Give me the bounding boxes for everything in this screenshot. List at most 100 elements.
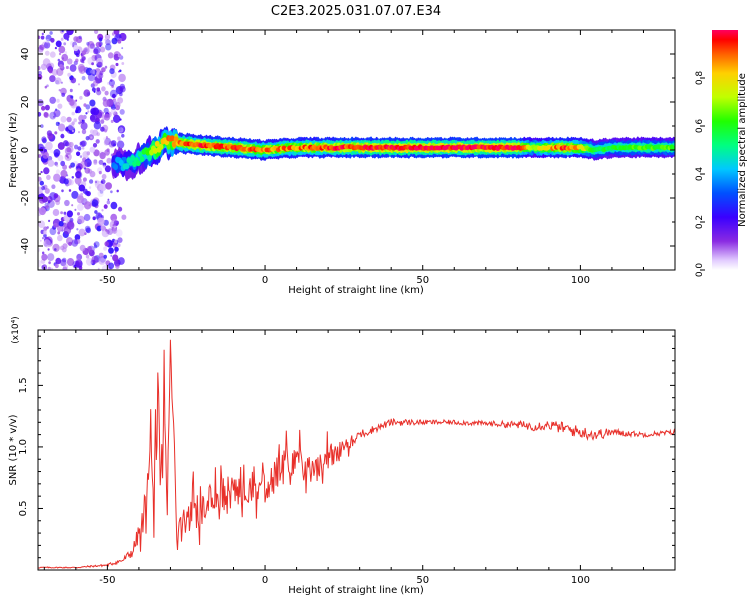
noise-speckle — [99, 70, 104, 76]
noise-speckle — [101, 67, 106, 73]
noise-speckle — [38, 66, 41, 71]
noise-speckle — [98, 159, 104, 165]
noise-speckle — [102, 164, 106, 169]
noise-speckle — [85, 254, 90, 259]
noise-speckle — [66, 147, 71, 153]
noise-speckle — [93, 121, 102, 130]
noise-speckle — [94, 180, 98, 184]
noise-speckle — [101, 86, 106, 92]
noise-speckle — [110, 140, 117, 147]
noise-speckle — [85, 257, 93, 266]
snr-panel: -50 0 50 100 0.5 1.0 1.5 Height of straight l… — [8, 316, 676, 596]
noise-speckle — [38, 247, 41, 253]
ridge-cell — [128, 159, 134, 166]
noise-speckle — [67, 72, 71, 77]
ridge-cell — [158, 143, 164, 150]
noise-speckle — [117, 86, 124, 93]
noise-speckle — [38, 259, 42, 268]
noise-speckle — [62, 266, 68, 270]
noise-speckle — [66, 38, 69, 41]
noise-speckle — [90, 136, 93, 139]
noise-speckle — [107, 198, 110, 201]
noise-speckle — [47, 159, 55, 167]
noise-speckle — [72, 260, 80, 269]
ridge-cell — [130, 155, 136, 162]
noise-speckle — [75, 99, 78, 102]
noise-speckle — [66, 116, 72, 123]
noise-speckle — [78, 131, 80, 134]
spectrogram-x-axis-label: Height of straight line (km) — [288, 285, 424, 296]
noise-speckle — [43, 167, 50, 175]
noise-speckle — [50, 97, 53, 101]
noise-speckle — [110, 79, 113, 82]
noise-speckle — [77, 63, 85, 72]
noise-speckle — [55, 121, 60, 126]
noise-speckle — [104, 241, 109, 247]
noise-speckle — [55, 40, 62, 48]
noise-speckle — [82, 61, 85, 64]
noise-speckle — [103, 107, 109, 114]
noise-speckle — [65, 65, 69, 70]
snr-series-line — [38, 339, 675, 569]
noise-speckle — [58, 45, 66, 54]
noise-speckle — [91, 62, 94, 66]
noise-speckle — [104, 33, 111, 40]
noise-speckle — [93, 244, 98, 249]
y-tick-label: 0.5 — [18, 501, 29, 517]
noise-speckle — [53, 109, 61, 118]
noise-speckle — [44, 188, 50, 194]
noise-speckle — [38, 70, 42, 76]
y-tick-label: 40 — [20, 48, 31, 61]
noise-speckle — [44, 50, 50, 56]
noise-speckle — [47, 248, 50, 251]
noise-speckle — [74, 208, 77, 211]
noise-speckle — [55, 164, 59, 168]
noise-speckle — [78, 65, 86, 74]
noise-speckle — [41, 253, 48, 261]
noise-speckle — [62, 264, 69, 270]
noise-speckle — [46, 174, 51, 180]
noise-speckle — [57, 154, 64, 162]
noise-speckle — [47, 253, 55, 262]
noise-speckle — [49, 31, 53, 35]
x-tick-label: -50 — [99, 275, 115, 286]
noise-speckle — [58, 143, 61, 146]
noise-speckle — [82, 177, 87, 182]
noise-speckle — [78, 35, 82, 40]
noise-speckle — [117, 136, 121, 141]
noise-speckle — [110, 119, 114, 123]
noise-speckle — [96, 89, 102, 96]
noise-speckle — [45, 205, 49, 209]
noise-speckle — [98, 252, 104, 259]
noise-speckle — [39, 180, 44, 186]
noise-speckle — [86, 92, 91, 96]
noise-speckle — [94, 210, 98, 214]
noise-speckle — [84, 167, 91, 174]
noise-speckle — [85, 112, 88, 115]
noise-speckle — [40, 124, 44, 128]
noise-speckle — [81, 140, 87, 147]
noise-speckle — [113, 114, 121, 123]
noise-speckle — [38, 35, 41, 40]
colorbar-tick-label: 0.8 — [695, 71, 705, 86]
noise-speckle — [74, 36, 79, 42]
noise-speckle — [57, 234, 63, 242]
noise-speckle — [61, 247, 67, 253]
noise-speckle — [93, 160, 98, 165]
spectrogram-x-ticks: -50 0 50 100 — [43, 30, 676, 286]
noise-speckle — [46, 130, 53, 137]
noise-speckle — [106, 200, 111, 205]
noise-speckle — [95, 139, 100, 144]
x-tick-label: 0 — [262, 575, 268, 586]
noise-speckle — [41, 196, 48, 203]
noise-speckle — [78, 228, 86, 237]
x-tick-label: 50 — [416, 575, 429, 586]
noise-speckle — [52, 243, 60, 252]
noise-speckle — [40, 35, 45, 40]
noise-speckle — [54, 161, 58, 166]
ridge-cell — [671, 145, 675, 151]
noise-speckle — [58, 123, 66, 132]
noise-speckle — [56, 225, 64, 232]
noise-speckle — [82, 151, 89, 159]
ridge-cell — [154, 140, 160, 147]
